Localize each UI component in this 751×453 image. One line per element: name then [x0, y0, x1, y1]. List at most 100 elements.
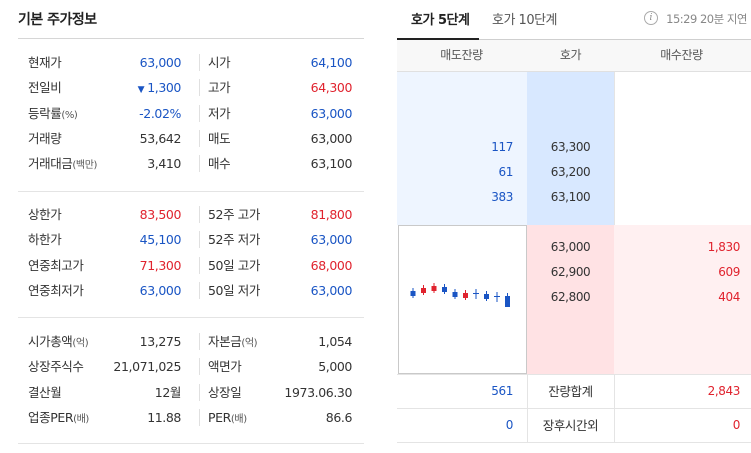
info-label: 현재가: [28, 55, 62, 70]
summary-bid: 0: [732, 418, 741, 432]
candle-chart-svg: [410, 283, 510, 307]
summary-row: 561 잔량합계 2,843: [397, 374, 751, 408]
info-label: 거래량: [28, 130, 62, 146]
info-value: 63,000: [139, 55, 182, 70]
info-row: 전일비 ▼ 1,300 고가 64,300: [18, 75, 364, 100]
bid-volume: 1,830: [707, 240, 741, 254]
info-row: 시가총액(억) 13,275 자본금(억) 1,054: [18, 329, 364, 354]
divider: [18, 38, 364, 39]
divider: [199, 231, 200, 249]
info-label: 거래대금(백만): [28, 156, 98, 172]
divider: [199, 54, 200, 71]
basic-stock-info-panel: 기본 주가정보 현재가 63,000 시가 64,100 전일비 ▼ 1,300 고가 64,3…: [0, 0, 372, 453]
summary-label: 장후시간외: [542, 418, 599, 433]
bid-price-area: [527, 225, 614, 374]
bid-price[interactable]: 62,800: [550, 290, 591, 304]
info-label: 하한가: [28, 232, 62, 248]
info-value: 63,000: [310, 232, 353, 248]
candle: [452, 289, 458, 299]
info-value: 64,300: [310, 80, 353, 96]
info-label: 시가총액(억): [28, 334, 89, 349]
candle: [505, 293, 510, 307]
ask-price-area: [527, 72, 614, 225]
divider: [199, 79, 200, 97]
summary-bid: 2,843: [707, 384, 741, 398]
info-value: 45,100: [139, 232, 182, 248]
ask-price[interactable]: 63,200: [550, 165, 591, 179]
header-price: 호가: [559, 48, 582, 62]
info-value: 64,100: [310, 55, 353, 70]
divider: [199, 281, 200, 299]
divider: [199, 206, 200, 223]
candle: [421, 285, 426, 295]
summary-ask: 561: [491, 384, 513, 398]
info-row: 거래대금(백만) 3,410 매수 63,100: [18, 151, 364, 176]
candle: [442, 284, 447, 294]
divider: [397, 442, 751, 443]
info-value: 71,300: [139, 257, 182, 273]
candle: [484, 291, 489, 301]
ask-volume: 117: [491, 140, 513, 154]
info-label: 저가: [208, 105, 231, 121]
info-label: 고가: [208, 80, 231, 96]
info-row: 등락률(%) -2.02% 저가 63,000: [18, 101, 364, 126]
orderbook-tabs: 호가 5단계 호가 10단계 i 15:29 20분 지연: [397, 0, 751, 40]
info-value: 63,000: [310, 282, 353, 298]
info-value: -2.02%: [139, 105, 181, 121]
ask-price[interactable]: 63,300: [550, 140, 591, 154]
tab-5-levels[interactable]: 호가 5단계: [411, 13, 470, 28]
bid-price[interactable]: 63,000: [550, 240, 591, 254]
info-row: 업종PER(배) 11.88 PER(배) 86.6: [18, 405, 364, 430]
info-row: 거래량 53,642 매도 63,000: [18, 126, 364, 151]
column-divider: [614, 72, 615, 225]
info-value: 86.6: [325, 409, 353, 425]
summary-ask: 0: [505, 418, 514, 432]
divider: [199, 155, 200, 173]
info-label: 상장주식수: [28, 359, 84, 375]
info-label: 52주 고가: [208, 207, 260, 222]
info-label: 50일 저가: [208, 282, 260, 298]
bid-volume: 609: [718, 265, 740, 279]
info-label: 시가: [208, 55, 231, 70]
info-label: 업종PER(배): [28, 409, 89, 425]
info-label: 결산월: [28, 384, 62, 400]
mini-candle-chart: [398, 225, 527, 374]
info-value: 5,000: [318, 359, 352, 375]
panel-title: 기본 주가정보: [18, 12, 97, 28]
candle: [410, 288, 416, 298]
divider: [199, 129, 200, 147]
info-label: 52주 저가: [208, 232, 260, 248]
bid-volume: 404: [718, 290, 740, 304]
info-label: 자본금(억): [208, 334, 258, 349]
bid-volume-area: [614, 225, 751, 374]
info-value: 3,410: [147, 156, 181, 172]
info-label: 50일 고가: [208, 257, 260, 273]
info-value: 1,054: [318, 334, 352, 349]
info-row: 상장주식수 21,071,025 액면가 5,000: [18, 354, 364, 379]
info-value: 81,800: [310, 207, 353, 222]
tab-10-levels[interactable]: 호가 10단계: [492, 13, 558, 28]
divider: [199, 383, 200, 401]
header-bid-volume: 매수잔량: [660, 48, 703, 62]
info-row: 상한가 83,500 52주 고가 81,800: [18, 202, 364, 227]
divider: [199, 333, 200, 350]
info-value: 63,000: [310, 105, 353, 121]
info-value: 1973.06.30: [284, 384, 352, 400]
bid-price[interactable]: 62,900: [550, 265, 591, 279]
info-icon[interactable]: i: [644, 11, 658, 25]
info-label: 상한가: [28, 207, 62, 222]
info-value: 68,000: [310, 257, 353, 273]
info-label: 전일비: [28, 80, 62, 96]
ask-price[interactable]: 63,100: [550, 190, 591, 204]
active-tab-indicator: [397, 38, 479, 40]
info-row: 연중최고가 71,300 50일 고가 68,000: [18, 253, 364, 278]
divider: [199, 256, 200, 274]
candle: [473, 289, 479, 299]
ask-volume: 383: [491, 190, 513, 204]
info-value: ▼ 1,300: [137, 80, 182, 96]
divider: [199, 408, 200, 426]
info-label: 매도: [208, 130, 231, 146]
info-value: 21,071,025: [113, 359, 181, 375]
info-label: 상장일: [208, 384, 242, 400]
info-row: 현재가 63,000 시가 64,100: [18, 50, 364, 75]
